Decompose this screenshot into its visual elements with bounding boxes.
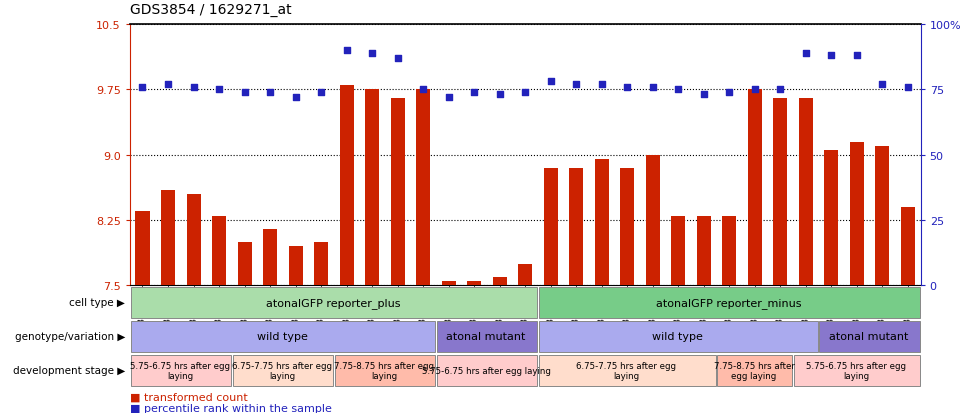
Text: 5.75-6.75 hrs after egg
laying: 5.75-6.75 hrs after egg laying <box>806 361 906 380</box>
Point <box>415 87 431 93</box>
Point <box>339 47 355 54</box>
Bar <box>850 142 864 286</box>
Bar <box>237 242 252 286</box>
Point <box>441 95 456 101</box>
Point <box>517 89 532 96</box>
Bar <box>539 321 818 352</box>
Text: 5.75-6.75 hrs after egg
laying: 5.75-6.75 hrs after egg laying <box>130 361 230 380</box>
Point <box>211 87 227 93</box>
Bar <box>539 287 920 318</box>
Bar <box>233 355 333 386</box>
Bar <box>442 281 456 286</box>
Text: ■ percentile rank within the sample: ■ percentile rank within the sample <box>130 403 332 413</box>
Point <box>696 92 711 99</box>
Bar <box>774 99 787 286</box>
Text: atonal mutant: atonal mutant <box>447 332 526 342</box>
Point <box>569 81 584 88</box>
Text: wild type: wild type <box>653 332 702 342</box>
Bar <box>467 281 481 286</box>
Bar <box>544 169 557 286</box>
Point <box>543 79 558 85</box>
Text: cell type ▶: cell type ▶ <box>69 298 125 308</box>
Point <box>824 53 839 59</box>
Text: genotype/variation ▶: genotype/variation ▶ <box>14 332 125 342</box>
Point <box>773 87 788 93</box>
Bar <box>161 190 175 286</box>
Point <box>262 89 278 96</box>
Bar <box>416 90 431 286</box>
Bar <box>799 99 813 286</box>
Point <box>160 81 176 88</box>
Text: atonalGFP reporter_minus: atonalGFP reporter_minus <box>655 297 801 308</box>
Text: 7.75-8.75 hrs after
egg laying: 7.75-8.75 hrs after egg laying <box>714 361 795 380</box>
Bar <box>365 90 380 286</box>
Bar <box>212 216 226 286</box>
Bar <box>569 169 583 286</box>
Bar <box>875 147 889 286</box>
Bar <box>620 169 634 286</box>
Point <box>594 81 609 88</box>
Point <box>390 55 406 62</box>
Text: 6.75-7.75 hrs after egg
laying: 6.75-7.75 hrs after egg laying <box>232 361 333 380</box>
Bar <box>131 321 435 352</box>
Point <box>364 50 380 57</box>
Point <box>875 81 890 88</box>
Point <box>900 84 916 91</box>
Point <box>288 95 304 101</box>
Bar <box>646 155 660 286</box>
Point <box>671 87 686 93</box>
Point <box>313 89 329 96</box>
Point <box>135 84 150 91</box>
Text: development stage ▶: development stage ▶ <box>12 366 125 375</box>
Bar <box>595 160 608 286</box>
Bar <box>697 216 711 286</box>
Bar <box>186 195 201 286</box>
Text: 7.75-8.75 hrs after egg
laying: 7.75-8.75 hrs after egg laying <box>334 361 434 380</box>
Bar <box>136 212 150 286</box>
Bar <box>263 229 277 286</box>
Text: wild type: wild type <box>257 332 308 342</box>
Bar <box>794 355 920 386</box>
Bar <box>900 207 915 286</box>
Bar <box>288 247 303 286</box>
Point <box>185 84 201 91</box>
Point <box>645 84 660 91</box>
Point <box>747 87 762 93</box>
Point <box>799 50 814 57</box>
Bar <box>131 287 537 318</box>
Point <box>492 92 507 99</box>
Bar <box>334 355 435 386</box>
Bar <box>820 321 920 352</box>
Bar <box>671 216 685 286</box>
Text: ■ transformed count: ■ transformed count <box>130 392 248 401</box>
Point <box>466 89 481 96</box>
Bar <box>436 355 537 386</box>
Bar <box>825 151 838 286</box>
Text: atonal mutant: atonal mutant <box>829 332 908 342</box>
Bar <box>314 242 328 286</box>
Bar <box>131 355 231 386</box>
Bar <box>717 355 792 386</box>
Point <box>620 84 635 91</box>
Bar <box>723 216 736 286</box>
Bar <box>493 277 506 286</box>
Point <box>850 53 865 59</box>
Bar <box>518 264 532 286</box>
Bar <box>339 85 354 286</box>
Bar <box>748 90 762 286</box>
Point <box>722 89 737 96</box>
Text: GDS3854 / 1629271_at: GDS3854 / 1629271_at <box>130 2 291 17</box>
Text: atonalGFP reporter_plus: atonalGFP reporter_plus <box>266 297 401 308</box>
Bar <box>436 321 537 352</box>
Text: 5.75-6.75 hrs after egg laying: 5.75-6.75 hrs after egg laying <box>422 366 551 375</box>
Text: 6.75-7.75 hrs after egg
laying: 6.75-7.75 hrs after egg laying <box>577 361 677 380</box>
Point <box>236 89 252 96</box>
Bar <box>539 355 716 386</box>
Bar <box>390 99 405 286</box>
